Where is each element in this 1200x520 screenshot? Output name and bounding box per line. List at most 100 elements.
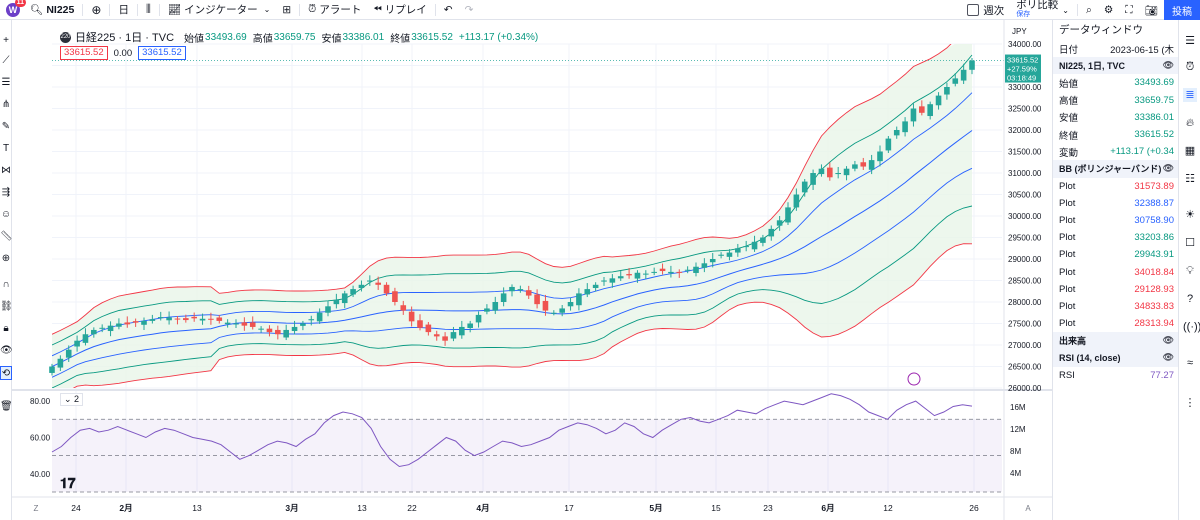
chevron-down-icon: ⌄	[64, 394, 75, 404]
legend-open: 33493.69	[205, 31, 247, 43]
price-tick-label: 27000.00	[1008, 341, 1042, 350]
help-icon[interactable]: ?	[1186, 293, 1194, 305]
alerts-icon[interactable]: ⏰︎	[1185, 61, 1195, 73]
interval-button[interactable]: 日	[118, 4, 129, 16]
eye-icon[interactable]: 👁︎	[1162, 352, 1174, 363]
eye-icon[interactable]: 👁︎	[1162, 335, 1174, 346]
data-window-icon[interactable]: ≣	[1183, 88, 1197, 102]
rsi-tick-label: 40.00	[30, 470, 51, 479]
candle	[551, 312, 557, 314]
lock-icon[interactable]: 🔒︎	[3, 323, 9, 334]
symbol-section-header[interactable]: NI225, 1日, TVC 👁︎	[1053, 57, 1178, 75]
band-upper-3	[52, 44, 952, 335]
candle	[459, 326, 465, 336]
candle	[567, 302, 574, 307]
sync-drawing-icon[interactable]: ⟲	[0, 366, 12, 380]
settings-button[interactable]: ⚙	[1098, 0, 1119, 20]
candle	[542, 300, 549, 311]
pitchfork-icon[interactable]: ⋔	[1, 99, 11, 110]
eye-icon[interactable]: 👁︎	[1162, 60, 1174, 71]
hotlist-icon[interactable]: 🔥︎	[1185, 117, 1195, 129]
emoji-icon[interactable]: ☺	[0, 209, 12, 220]
checkbox-icon	[967, 4, 980, 16]
lightbulb-icon[interactable]: 💡︎	[1186, 265, 1194, 277]
compare-button[interactable]: ボリ比較 保存 ⌄	[1016, 0, 1069, 18]
buy-price-box[interactable]: 33615.52	[138, 46, 186, 60]
candle	[818, 168, 825, 175]
candle	[919, 106, 925, 113]
rsi-section-header[interactable]: RSI (14, close) 👁︎	[1053, 349, 1178, 367]
candle	[392, 291, 398, 302]
news-icon[interactable]: ☷	[1185, 173, 1195, 185]
candle	[91, 329, 97, 335]
layouts-button[interactable]: ⊞	[276, 0, 297, 20]
trend-line-icon[interactable]: ⟋	[2, 55, 10, 66]
bollinger-bands	[52, 44, 973, 388]
chevron-down-icon: ⌄	[1062, 5, 1069, 15]
symbol-search-button[interactable]: 🔍︎ NI225	[24, 0, 80, 20]
order-price-boxes: 33615.52 0.00 33615.52	[60, 46, 192, 60]
ruler-icon[interactable]: 📏︎	[0, 231, 13, 242]
legend-title[interactable]: 日経225 · 1日 · TVC	[75, 32, 175, 44]
candle	[743, 246, 749, 248]
eye-icon[interactable]: 👁︎	[0, 345, 13, 356]
plus-circle-icon: ⊕	[91, 2, 102, 17]
pine-editor-icon[interactable]: ≈	[1186, 357, 1194, 369]
watchlist-icon[interactable]: ☰	[1185, 35, 1195, 47]
calendar-icon[interactable]: ▦	[1184, 145, 1196, 157]
trash-icon[interactable]: 🗑︎	[0, 401, 13, 412]
pattern-icon[interactable]: ⋈	[1, 165, 11, 176]
eye-icon[interactable]: 👁︎	[1162, 163, 1174, 174]
weekly-checkbox[interactable]: 週次	[961, 0, 1010, 20]
logo-button[interactable]: W 11	[0, 0, 26, 20]
horizontal-lines-icon[interactable]: ☰	[1, 77, 11, 88]
text-icon[interactable]: T	[2, 143, 10, 154]
add-symbol-button[interactable]: ⊕	[85, 0, 107, 20]
fullscreen-button[interactable]: ⛶	[1119, 0, 1138, 20]
candle	[960, 69, 967, 81]
rsi-line	[51, 393, 973, 468]
redo-button[interactable]: ↷	[459, 0, 480, 20]
chat-icon[interactable]: ☐	[1185, 237, 1195, 249]
sell-price-box[interactable]: 33615.52	[60, 46, 108, 60]
bb-plot-row: Plot 32388.87	[1059, 197, 1174, 209]
gear-icon: ⚙	[1103, 4, 1114, 16]
magnet-icon[interactable]: ∩	[2, 279, 10, 290]
lock-drawing-icon[interactable]: ⛓	[0, 301, 13, 312]
more-icon[interactable]: ⋮	[1184, 397, 1196, 409]
candle	[467, 323, 473, 329]
candle	[249, 322, 256, 327]
bb-section-header[interactable]: BB (ボリンジャーバンド) 👁︎	[1053, 160, 1178, 178]
ideas-icon[interactable]: ☀	[1185, 209, 1195, 221]
indicators-button[interactable]: 📈︎ インジケーター ⌄	[167, 4, 271, 16]
candle	[693, 266, 699, 273]
candle	[726, 252, 733, 257]
candle	[224, 322, 231, 325]
volume-section-header[interactable]: 出来高 👁︎	[1053, 332, 1178, 350]
band-lower-1	[52, 167, 973, 378]
brush-icon[interactable]: ✎	[1, 121, 11, 132]
time-tick-label: 12	[883, 503, 893, 513]
chart-type-button[interactable]: ⫼	[140, 0, 157, 20]
time-tick-label: 2月	[119, 503, 132, 513]
candle	[450, 332, 457, 339]
quick-search-button[interactable]: ⌕	[1080, 0, 1098, 20]
replay-button[interactable]: ⏪︎ リプレイ	[373, 3, 427, 16]
zoom-icon[interactable]: ⊕	[1, 253, 11, 264]
broadcast-icon[interactable]: ((·))	[1183, 321, 1200, 333]
crosshair-icon[interactable]: +	[3, 35, 9, 46]
prediction-icon[interactable]: ⇶	[1, 187, 11, 198]
band-basis	[52, 130, 973, 367]
time-tick-label: 4月	[476, 503, 489, 513]
candle	[283, 329, 289, 338]
rsi-collapse-toggle[interactable]: ⌄ 2	[60, 393, 84, 406]
undo-button[interactable]: ↶	[438, 0, 459, 20]
candle	[82, 334, 89, 343]
candle	[684, 269, 691, 271]
snapshot-button[interactable]: 📷︎	[1139, 0, 1164, 20]
candle	[709, 259, 716, 263]
candle	[183, 318, 189, 321]
publish-button[interactable]: 投稿	[1164, 0, 1200, 20]
alert-button[interactable]: ⏰︎ アラート	[308, 3, 362, 16]
